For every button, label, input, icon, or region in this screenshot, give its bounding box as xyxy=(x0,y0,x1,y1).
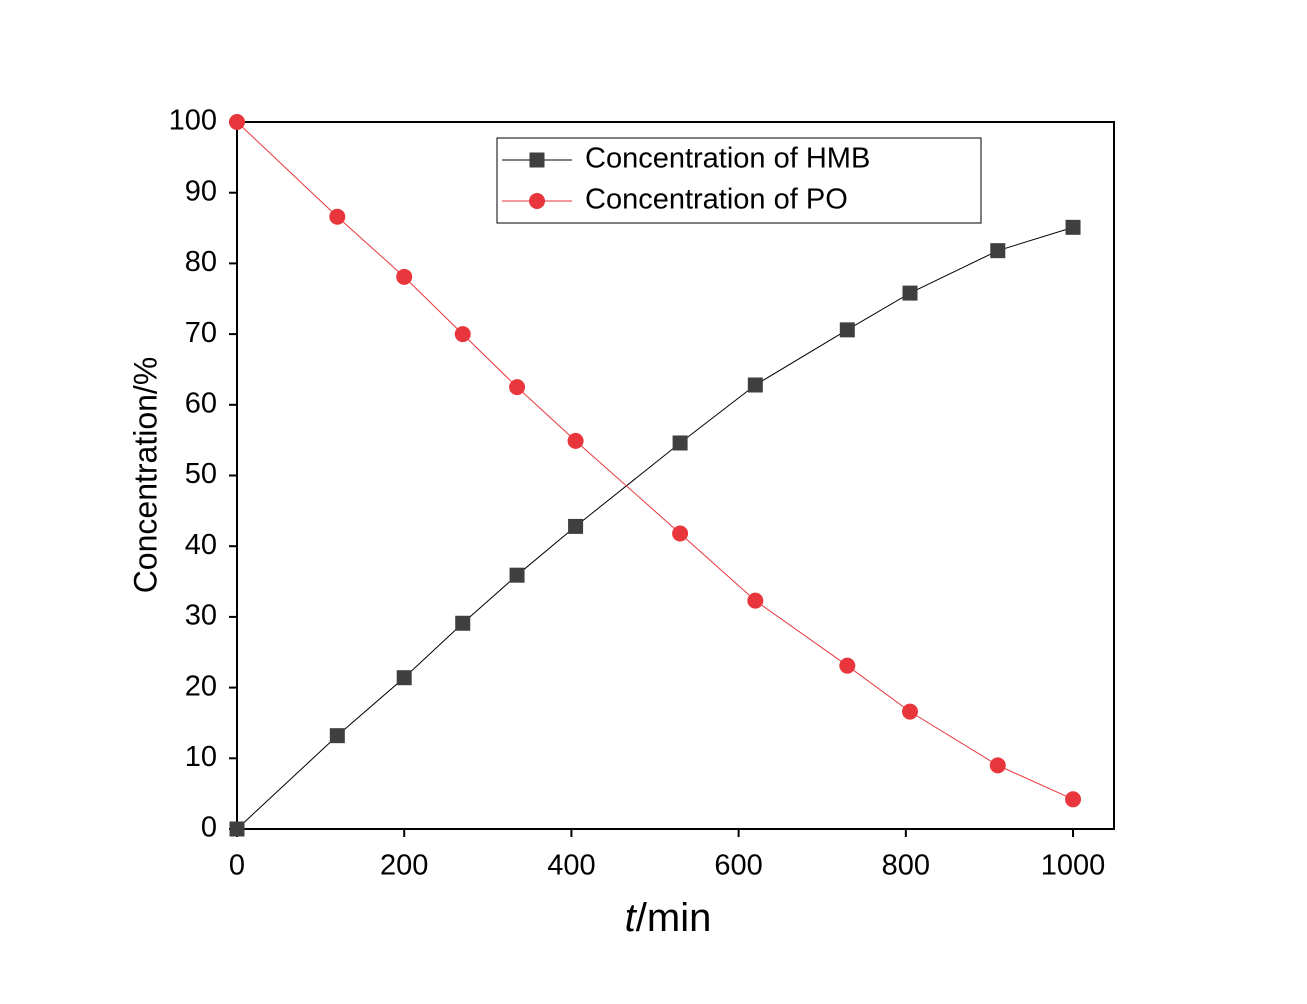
data-point xyxy=(839,657,856,674)
plot-frame xyxy=(236,121,1115,830)
data-point xyxy=(454,326,471,343)
y-tick-label: 40 xyxy=(185,529,217,561)
data-point xyxy=(990,243,1006,259)
series-line xyxy=(236,226,1074,830)
data-point xyxy=(747,592,764,609)
x-tick-label: 1000 xyxy=(1041,850,1106,882)
data-point xyxy=(567,432,584,449)
x-tick-label: 800 xyxy=(882,850,930,882)
y-tick-label: 10 xyxy=(185,741,217,773)
data-point xyxy=(229,114,245,130)
data-point xyxy=(396,670,412,686)
data-point xyxy=(989,757,1006,774)
y-tick-label: 20 xyxy=(185,670,217,702)
x-tick-label: 0 xyxy=(229,850,245,882)
y-tick-label: 0 xyxy=(201,812,217,844)
data-point xyxy=(509,379,526,396)
data-point xyxy=(329,208,346,225)
x-axis-label: t/min xyxy=(625,896,712,940)
data-point xyxy=(396,268,413,285)
data-point xyxy=(672,525,689,542)
data-point xyxy=(1065,791,1082,808)
y-tick-label: 70 xyxy=(185,317,217,349)
data-point xyxy=(672,435,688,451)
data-point xyxy=(229,821,245,837)
y-tick-label: 60 xyxy=(185,387,217,419)
y-tick-label: 100 xyxy=(169,105,217,137)
legend-box xyxy=(496,137,982,224)
x-tick-label: 400 xyxy=(547,850,595,882)
data-point xyxy=(329,728,345,744)
data-point xyxy=(839,322,855,338)
y-tick-label: 50 xyxy=(185,458,217,490)
data-point xyxy=(747,377,763,393)
x-tick-label: 200 xyxy=(380,850,428,882)
y-tick-label: 30 xyxy=(185,600,217,632)
series-line xyxy=(236,121,1074,800)
data-point xyxy=(568,518,584,534)
data-point xyxy=(455,615,471,631)
data-point xyxy=(902,703,919,720)
y-tick-label: 90 xyxy=(185,175,217,207)
x-tick-label: 600 xyxy=(714,850,762,882)
data-point xyxy=(509,567,525,583)
legend-marker xyxy=(529,193,545,209)
data-point xyxy=(902,285,918,301)
legend-marker xyxy=(529,152,545,168)
y-tick-label: 80 xyxy=(185,246,217,278)
legend-label: Concentration of HMB xyxy=(585,143,870,175)
legend-label: Concentration of PO xyxy=(585,184,848,216)
y-axis-label: Concentration/% xyxy=(127,357,163,594)
data-point xyxy=(1065,219,1081,235)
